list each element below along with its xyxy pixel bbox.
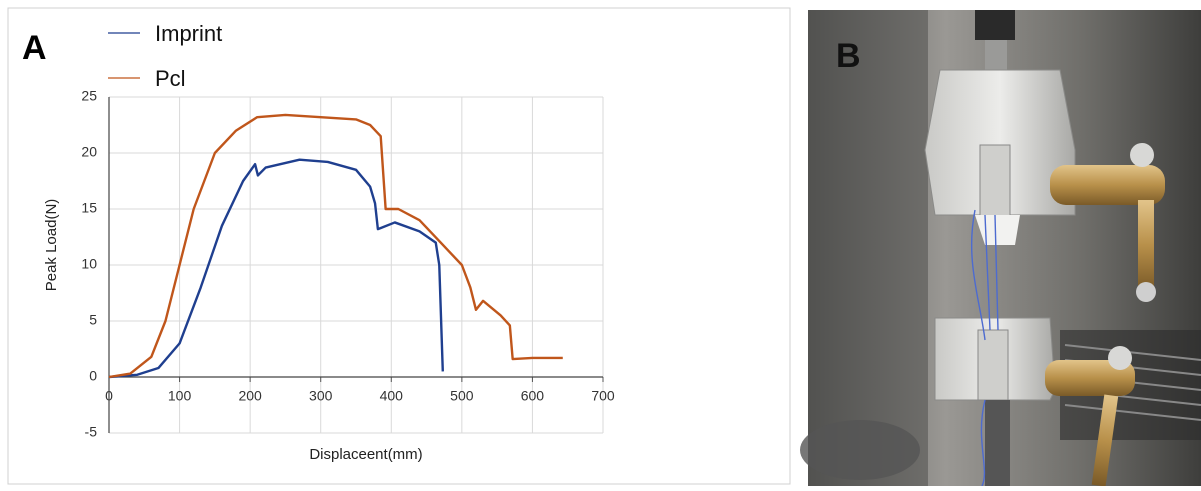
panel-a-frame [8,8,790,484]
x-tick-label: 600 [521,388,545,404]
y-tick-label: 15 [81,200,97,216]
x-tick-label: 500 [450,388,474,404]
legend-label: Pcl [155,66,186,91]
x-tick-label: 100 [168,388,192,404]
figure: B A -505101520250100200300400500600700Di… [0,0,1201,486]
y-tick-label: 10 [81,256,97,272]
panel-label: B [836,37,861,75]
x-tick-label: 700 [591,388,615,404]
panel-label: A [22,29,47,67]
y-tick-label: -5 [85,424,98,440]
y-tick-label: 25 [81,88,97,104]
y-tick-label: 0 [89,368,97,384]
y-tick-label: 20 [81,144,97,160]
x-tick-label: 200 [238,388,262,404]
photo [800,10,1201,486]
page: { "panel_labels": ["A", "B"], "chart_dat… [0,0,1201,486]
y-tick-label: 5 [89,312,97,328]
legend-label: Imprint [155,21,222,46]
x-axis-title: Displaceent(mm) [309,446,422,463]
y-axis-title: Peak Load(N) [43,199,60,292]
x-tick-label: 400 [380,388,404,404]
x-tick-label: 300 [309,388,333,404]
